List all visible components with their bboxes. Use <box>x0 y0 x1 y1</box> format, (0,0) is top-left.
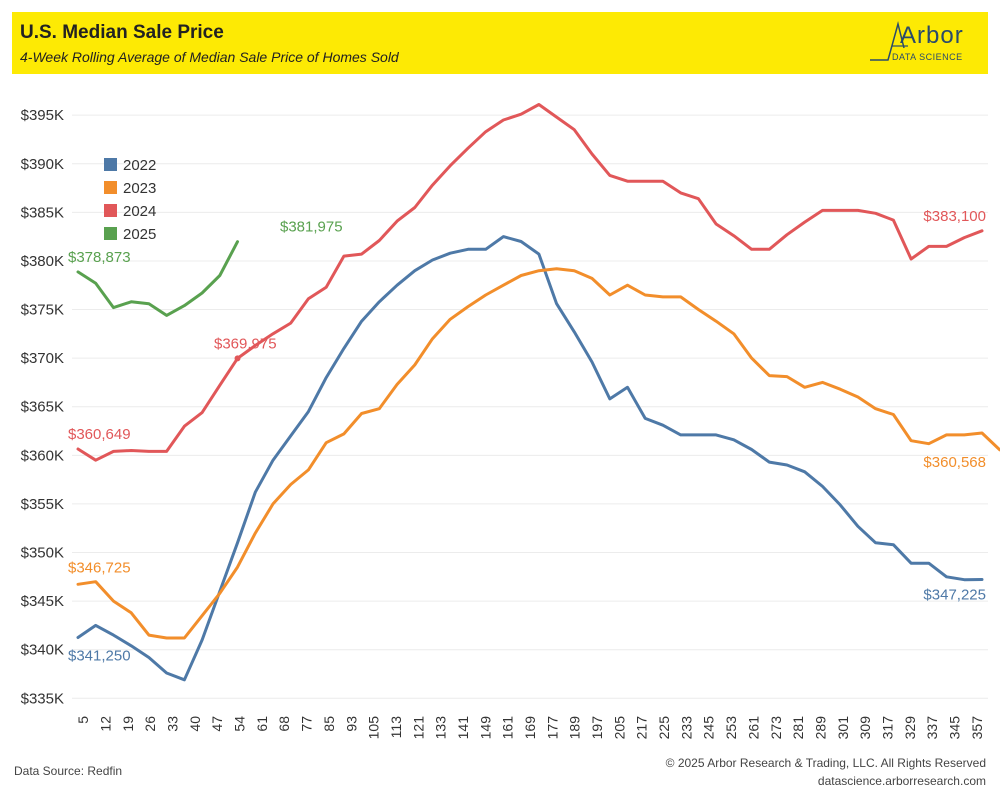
x-tick-label: 26 <box>142 716 158 732</box>
x-tick-label: 40 <box>187 716 203 732</box>
x-tick-label: 357 <box>969 716 985 740</box>
y-tick-label: $370K <box>21 350 64 367</box>
y-tick-label: $355K <box>21 496 64 513</box>
y-tick-label: $350K <box>21 545 64 562</box>
arbor-logo: Arbor DATA SCIENCE <box>868 18 980 68</box>
legend-label-2024: 2024 <box>123 203 156 220</box>
series-line-2023 <box>76 267 1000 640</box>
logo-subtext: DATA SCIENCE <box>892 52 963 62</box>
x-tick-label: 233 <box>678 716 694 740</box>
y-tick-label: $375K <box>21 302 64 319</box>
legend-label-2023: 2023 <box>123 180 156 197</box>
y-tick-label: $335K <box>21 690 64 707</box>
data-label-2024-mid: $369,975 <box>214 335 277 352</box>
legend-label-2025: 2025 <box>123 226 156 243</box>
x-tick-label: 289 <box>812 716 828 740</box>
legend-label-2022: 2022 <box>123 157 156 174</box>
x-tick-label: 61 <box>254 716 270 732</box>
x-tick-label: 273 <box>768 716 784 740</box>
x-tick-label: 169 <box>522 716 538 740</box>
y-tick-label: $390K <box>21 156 64 173</box>
data-label-2024-start: $360,649 <box>68 426 131 443</box>
x-tick-label: 197 <box>589 716 605 740</box>
legend-swatch-2023 <box>104 181 117 194</box>
x-tick-label: 161 <box>500 716 516 740</box>
y-tick-label: $340K <box>21 642 64 659</box>
x-tick-label: 5 <box>75 716 91 724</box>
x-tick-label: 141 <box>455 716 471 740</box>
data-label-2023-start: $346,725 <box>68 559 131 576</box>
x-tick-label: 177 <box>544 716 560 740</box>
chart-header: U.S. Median Sale Price 4-Week Rolling Av… <box>12 12 988 74</box>
logo-mark-icon <box>870 21 908 61</box>
data-source: Data Source: Redfin <box>14 764 123 778</box>
x-tick-label: 337 <box>924 716 940 740</box>
x-tick-label: 47 <box>209 716 225 732</box>
x-tick-label: 113 <box>388 716 404 739</box>
x-tick-label: 245 <box>701 716 717 740</box>
data-point-2024-marker <box>234 355 241 362</box>
data-label-2023-end: $360,568 <box>923 454 986 471</box>
x-tick-label: 253 <box>723 716 739 740</box>
y-tick-label: $380K <box>21 253 64 270</box>
x-tick-label: 217 <box>634 716 650 740</box>
x-tick-label: 85 <box>321 716 337 732</box>
logo-text: Arbor <box>900 22 964 49</box>
x-tick-label: 33 <box>165 716 181 732</box>
y-tick-label: $360K <box>21 447 64 464</box>
x-tick-label: 105 <box>366 716 382 740</box>
y-tick-label: $365K <box>21 399 64 416</box>
data-label-2022-start: $341,250 <box>68 648 131 665</box>
x-tick-label: 68 <box>276 716 292 732</box>
y-tick-label: $395K <box>21 107 64 124</box>
x-tick-label: 121 <box>410 716 426 740</box>
x-tick-label: 133 <box>433 716 449 740</box>
data-label-2022-end: $347,225 <box>923 586 986 603</box>
y-tick-label: $385K <box>21 204 64 221</box>
website-link[interactable]: datascience.arborresearch.com <box>817 774 986 788</box>
x-tick-label: 309 <box>857 716 873 740</box>
x-tick-label: 149 <box>477 716 493 740</box>
x-tick-label: 345 <box>946 716 962 740</box>
legend-swatch-2025 <box>104 227 117 240</box>
x-tick-label: 317 <box>879 716 895 740</box>
chart-title: U.S. Median Sale Price <box>20 22 224 43</box>
x-tick-label: 54 <box>232 716 248 732</box>
x-tick-label: 77 <box>299 716 315 732</box>
legend-swatch-2024 <box>104 204 117 217</box>
y-tick-label: $345K <box>21 593 64 610</box>
chart-subtitle: 4-Week Rolling Average of Median Sale Pr… <box>20 49 399 65</box>
x-tick-label: 225 <box>656 716 672 740</box>
x-tick-label: 189 <box>567 716 583 740</box>
x-tick-label: 19 <box>120 716 136 732</box>
x-tick-label: 301 <box>835 716 851 740</box>
x-tick-label: 93 <box>343 716 359 732</box>
legend-swatch-2022 <box>104 158 117 171</box>
x-tick-label: 261 <box>745 716 761 740</box>
footer-credits: © 2025 Arbor Research & Trading, LLC. Al… <box>666 754 986 790</box>
data-label-2024-end: $383,100 <box>923 208 986 225</box>
copyright-text: © 2025 Arbor Research & Trading, LLC. Al… <box>665 756 986 770</box>
x-tick-label: 205 <box>611 716 627 740</box>
series-line-2025 <box>76 240 239 317</box>
data-label-2025-start: $378,873 <box>68 249 131 266</box>
data-label-2025-end: $381,975 <box>280 219 343 236</box>
series-line-2024 <box>76 103 984 462</box>
x-tick-label: 12 <box>98 716 114 732</box>
series-line-2022 <box>76 235 984 682</box>
x-tick-label: 329 <box>902 716 918 740</box>
x-tick-label: 281 <box>790 716 806 740</box>
